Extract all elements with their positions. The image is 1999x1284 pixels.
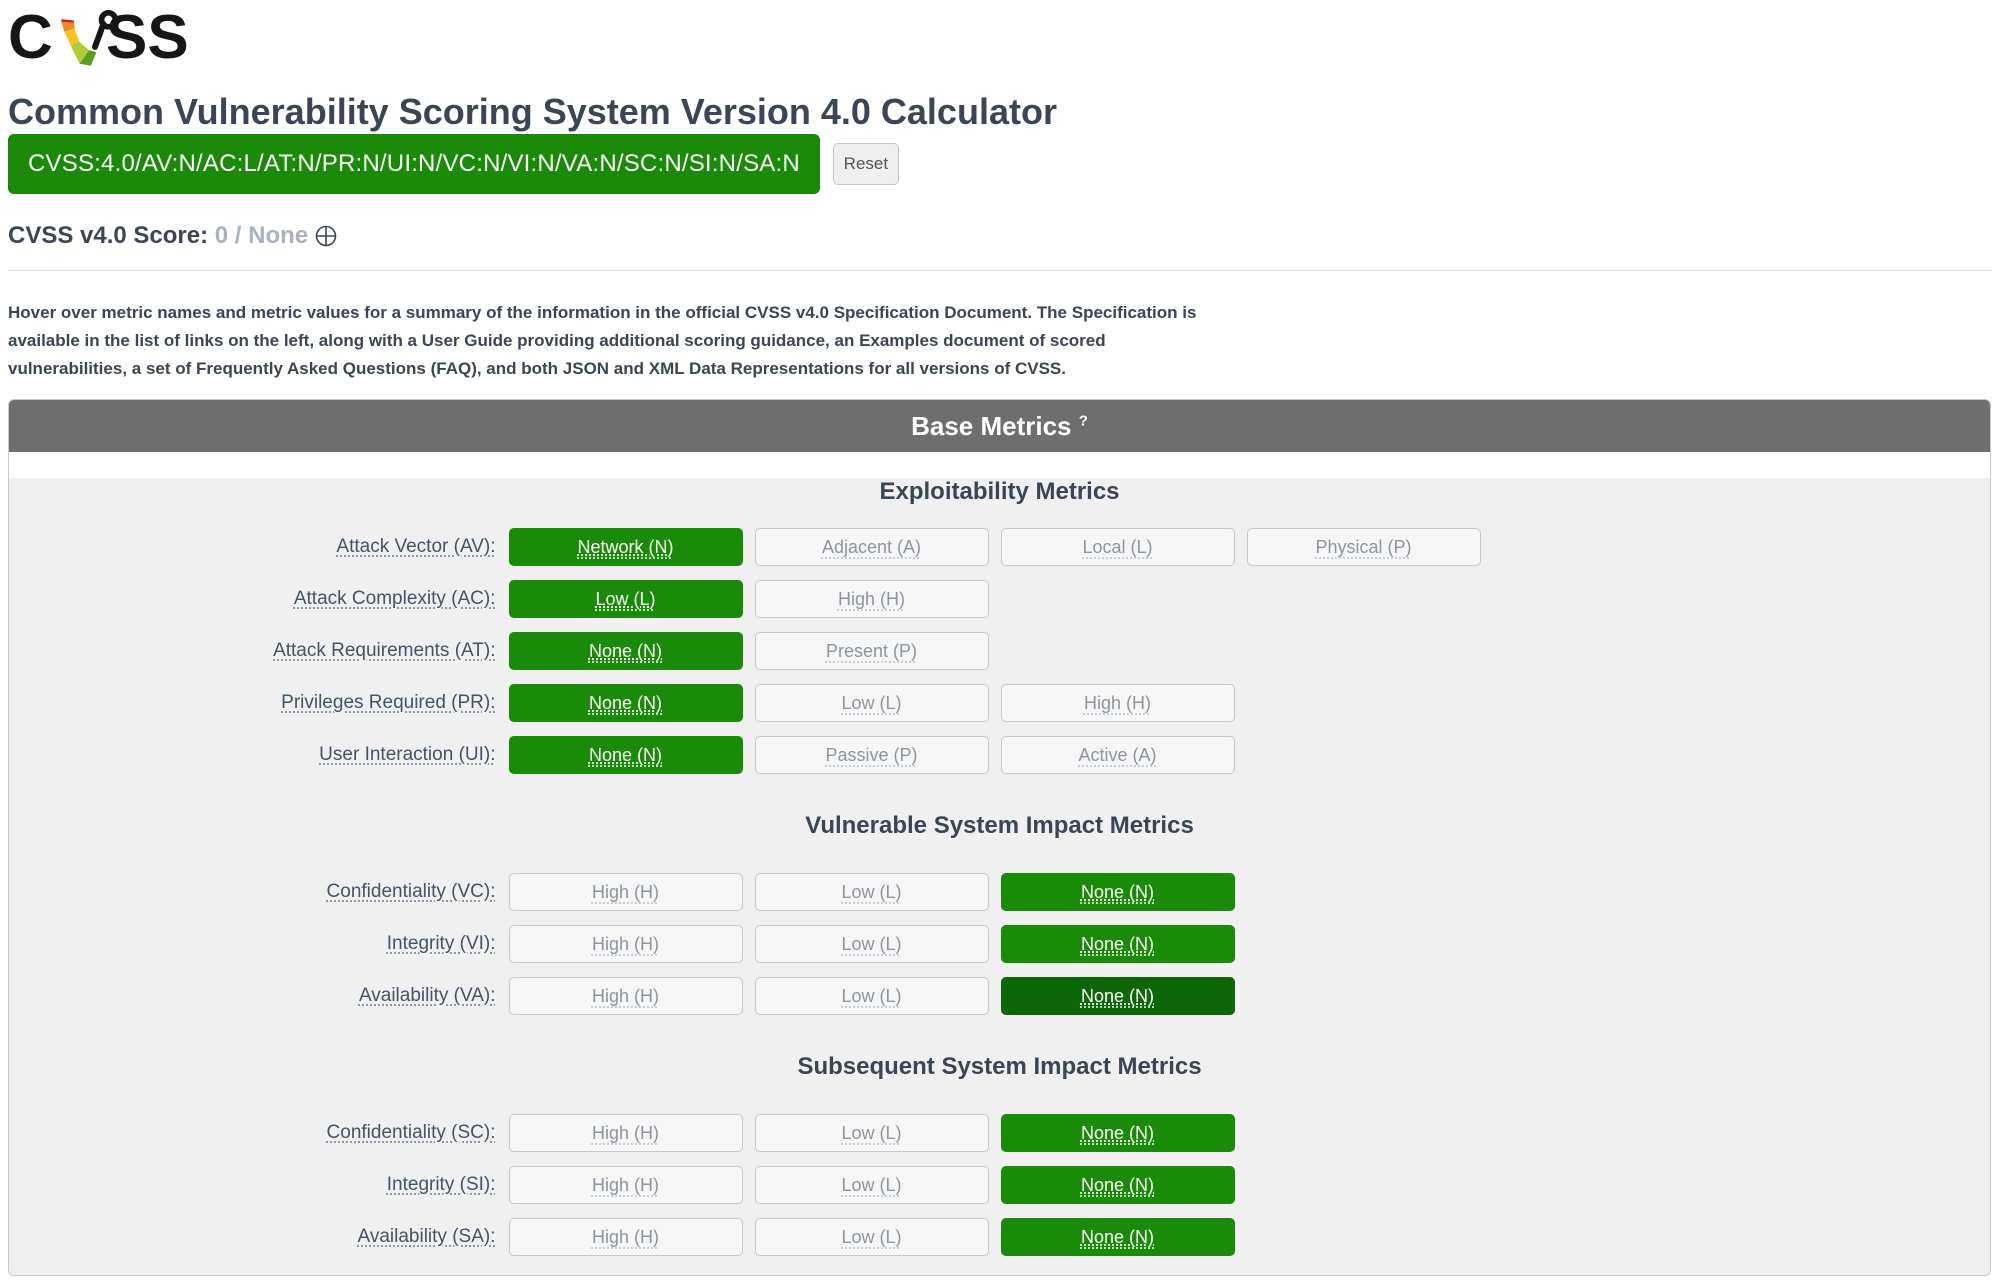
svg-text:C: C bbox=[8, 10, 53, 72]
svg-text:SS: SS bbox=[106, 10, 189, 72]
